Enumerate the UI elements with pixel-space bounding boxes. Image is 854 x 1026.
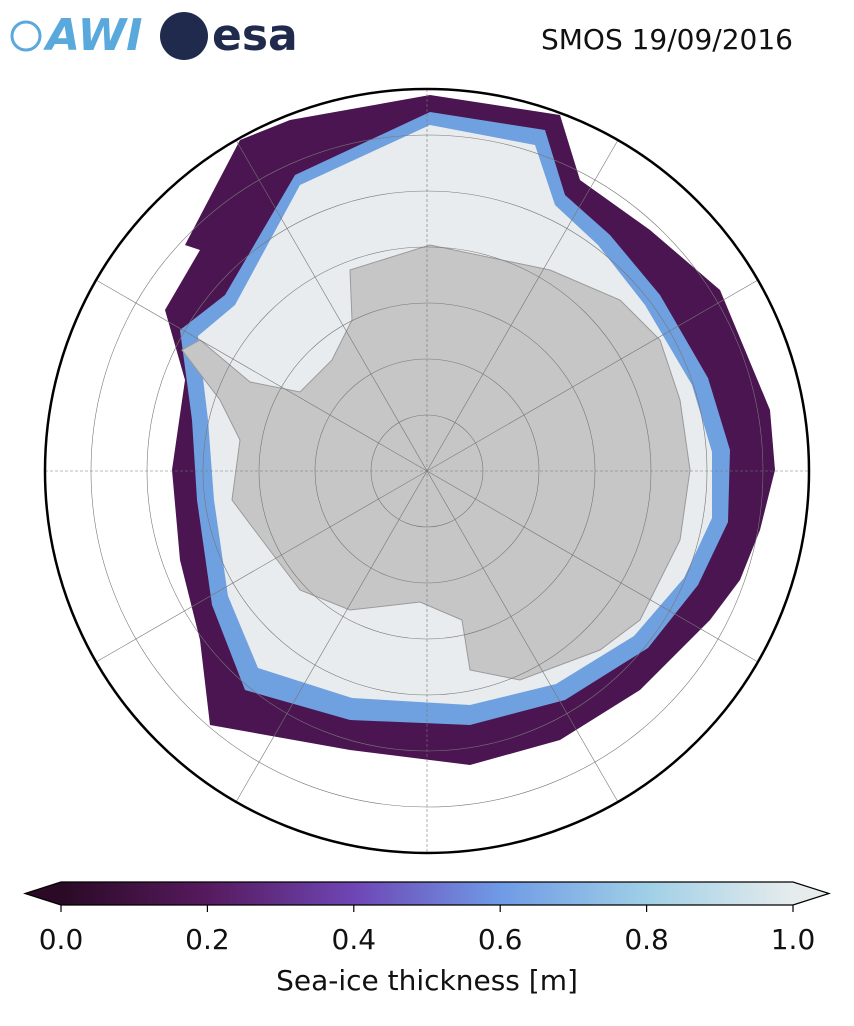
colorbar-gradient (61, 882, 793, 905)
colorbar-label: Sea-ice thickness [m] (276, 964, 578, 997)
awi-icon (10, 20, 42, 52)
colorbar-tick-label: 0.4 (332, 923, 377, 956)
logos: AWI esa (10, 10, 298, 61)
colorbar: Sea-ice thickness [m] (23, 881, 831, 997)
map-title: SMOS 19/09/2016 (541, 23, 793, 56)
land (181, 244, 691, 681)
colorbar-tick-label: 0.8 (624, 923, 669, 956)
colorbar-under (25, 882, 61, 905)
esa-logo: esa (212, 10, 298, 61)
map-frame (43, 87, 811, 855)
esa-icon (160, 12, 208, 60)
awi-logo: AWI (43, 10, 143, 61)
colorbar-tick-label: 0.6 (478, 923, 523, 956)
colorbar-tick-label: 0.2 (185, 923, 230, 956)
colorbar-tick-label: 1.0 (771, 923, 816, 956)
colorbar-tick-label: 0.0 (39, 923, 84, 956)
map (45, 89, 809, 853)
graticule (45, 89, 809, 853)
colorbar-over (793, 882, 829, 905)
